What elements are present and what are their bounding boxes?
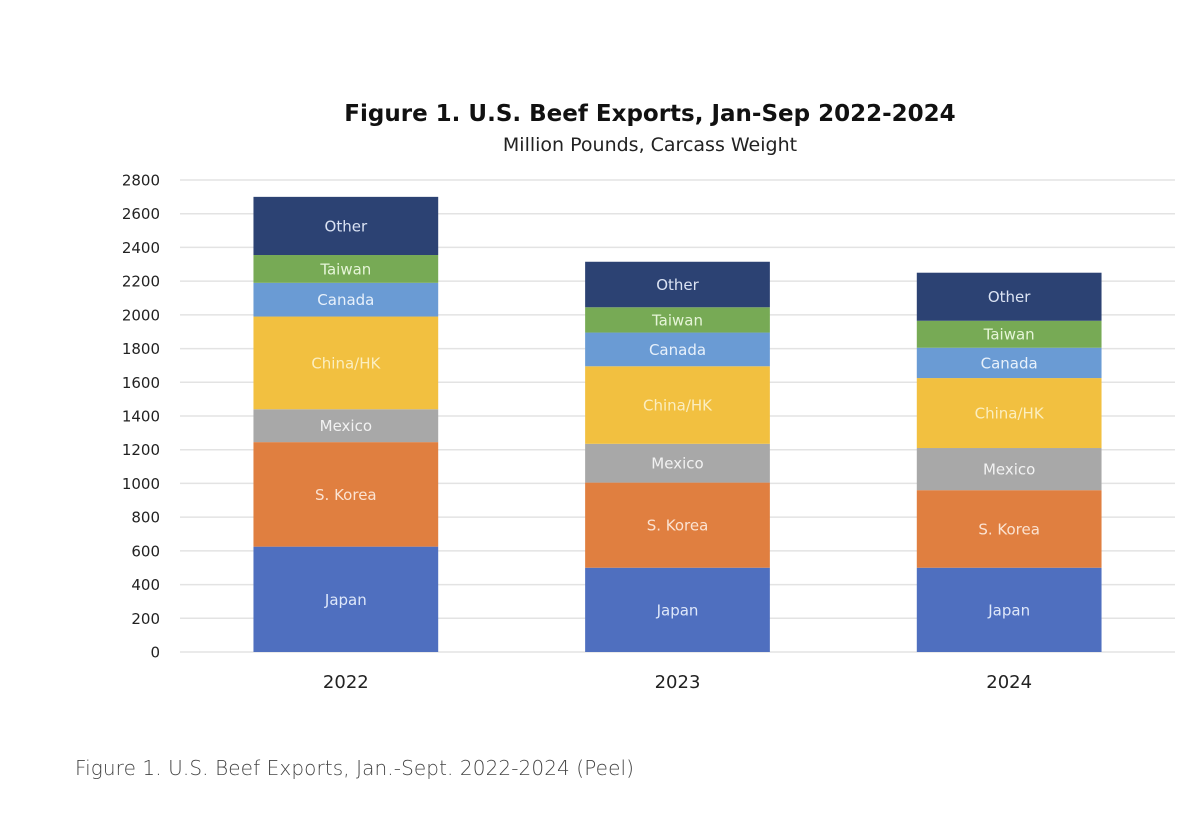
bar-segment-other xyxy=(253,196,439,256)
bars: Japan S. Korea Mexico China/HK Canada Taiwan O… xyxy=(253,196,1102,652)
y-tick-label: 1600 xyxy=(122,374,160,392)
segment-label: Mexico xyxy=(983,461,1035,479)
segment-label: S. Korea xyxy=(647,517,709,535)
bar-segment-china-hk xyxy=(585,366,770,444)
chart-subtitle: Million Pounds, Carcass Weight xyxy=(503,134,797,156)
bar-segment-japan xyxy=(585,567,770,652)
segment-label: China/HK xyxy=(643,397,713,415)
bar-segment-japan xyxy=(916,567,1102,652)
y-tick-label: 200 xyxy=(131,610,160,628)
segment-label: Japan xyxy=(656,601,699,619)
y-tick-label: 2400 xyxy=(122,239,160,257)
y-axis-ticks: 0 200 400 600 800 1000 1200 1400 1600 1800 2000 220… xyxy=(122,172,160,662)
x-category-label: 2022 xyxy=(323,672,369,693)
bar-segment-mexico xyxy=(585,443,770,483)
segment-label: S. Korea xyxy=(978,520,1040,538)
y-tick-label: 1000 xyxy=(122,475,160,493)
segment-label: Other xyxy=(988,288,1031,306)
bar-segment-taiwan xyxy=(916,320,1102,348)
bar-segment-s-korea xyxy=(253,442,439,547)
segment-label: Taiwan xyxy=(983,326,1035,344)
bar-stack-2023: Japan S. Korea Mexico China/HK Canada Taiwan O… xyxy=(585,261,770,652)
y-tick-label: 1200 xyxy=(122,441,160,459)
figure-caption: Figure 1. U.S. Beef Exports, Jan.-Sept. … xyxy=(75,756,635,780)
bar-segment-other xyxy=(916,272,1102,321)
y-tick-label: 2200 xyxy=(122,273,160,291)
bar-segment-s-korea xyxy=(916,490,1102,568)
y-tick-label: 600 xyxy=(131,542,160,560)
y-tick-label: 1400 xyxy=(122,408,160,426)
segment-label: Taiwan xyxy=(319,260,371,278)
bar-segment-china-hk xyxy=(253,316,439,410)
chart-title: Figure 1. U.S. Beef Exports, Jan-Sep 202… xyxy=(344,101,955,127)
x-category-label: 2024 xyxy=(986,672,1032,693)
segment-label: Mexico xyxy=(320,417,372,435)
segment-label: Other xyxy=(325,217,368,235)
bar-stack-2024: Japan S. Korea Mexico China/HK Canada Taiwan O… xyxy=(916,272,1102,652)
segment-label: Mexico xyxy=(651,455,703,473)
bar-segment-taiwan xyxy=(253,255,439,283)
x-axis-categories: 2022 2023 2024 xyxy=(323,672,1032,693)
bar-segment-china-hk xyxy=(916,378,1102,449)
segment-label: Other xyxy=(656,276,699,294)
segment-label: Taiwan xyxy=(651,311,703,329)
bar-segment-other xyxy=(585,261,770,308)
x-category-label: 2023 xyxy=(655,672,701,693)
segment-label: Canada xyxy=(649,341,706,359)
bar-segment-s-korea xyxy=(585,482,770,568)
bar-segment-canada xyxy=(253,282,439,317)
bar-segment-taiwan xyxy=(585,307,770,333)
y-tick-label: 800 xyxy=(131,509,160,527)
segment-label: China/HK xyxy=(975,405,1045,423)
y-tick-label: 1800 xyxy=(122,340,160,358)
y-tick-label: 2600 xyxy=(122,205,160,223)
y-tick-label: 400 xyxy=(131,576,160,594)
segment-label: China/HK xyxy=(311,354,381,372)
bar-segment-canada xyxy=(916,347,1102,379)
segment-label: Canada xyxy=(981,354,1038,372)
y-tick-label: 2000 xyxy=(122,306,160,324)
segment-label: Japan xyxy=(987,601,1030,619)
y-tick-label: 0 xyxy=(150,644,160,662)
bar-segment-mexico xyxy=(916,448,1102,491)
bar-segment-canada xyxy=(585,332,770,367)
segment-label: S. Korea xyxy=(315,486,377,504)
bar-segment-mexico xyxy=(253,409,439,443)
segment-label: Canada xyxy=(317,291,374,309)
y-tick-label: 2800 xyxy=(122,172,160,190)
bar-segment-japan xyxy=(253,546,439,652)
segment-label: Japan xyxy=(324,591,367,609)
bar-stack-2022: Japan S. Korea Mexico China/HK Canada Taiwan O… xyxy=(253,196,439,652)
